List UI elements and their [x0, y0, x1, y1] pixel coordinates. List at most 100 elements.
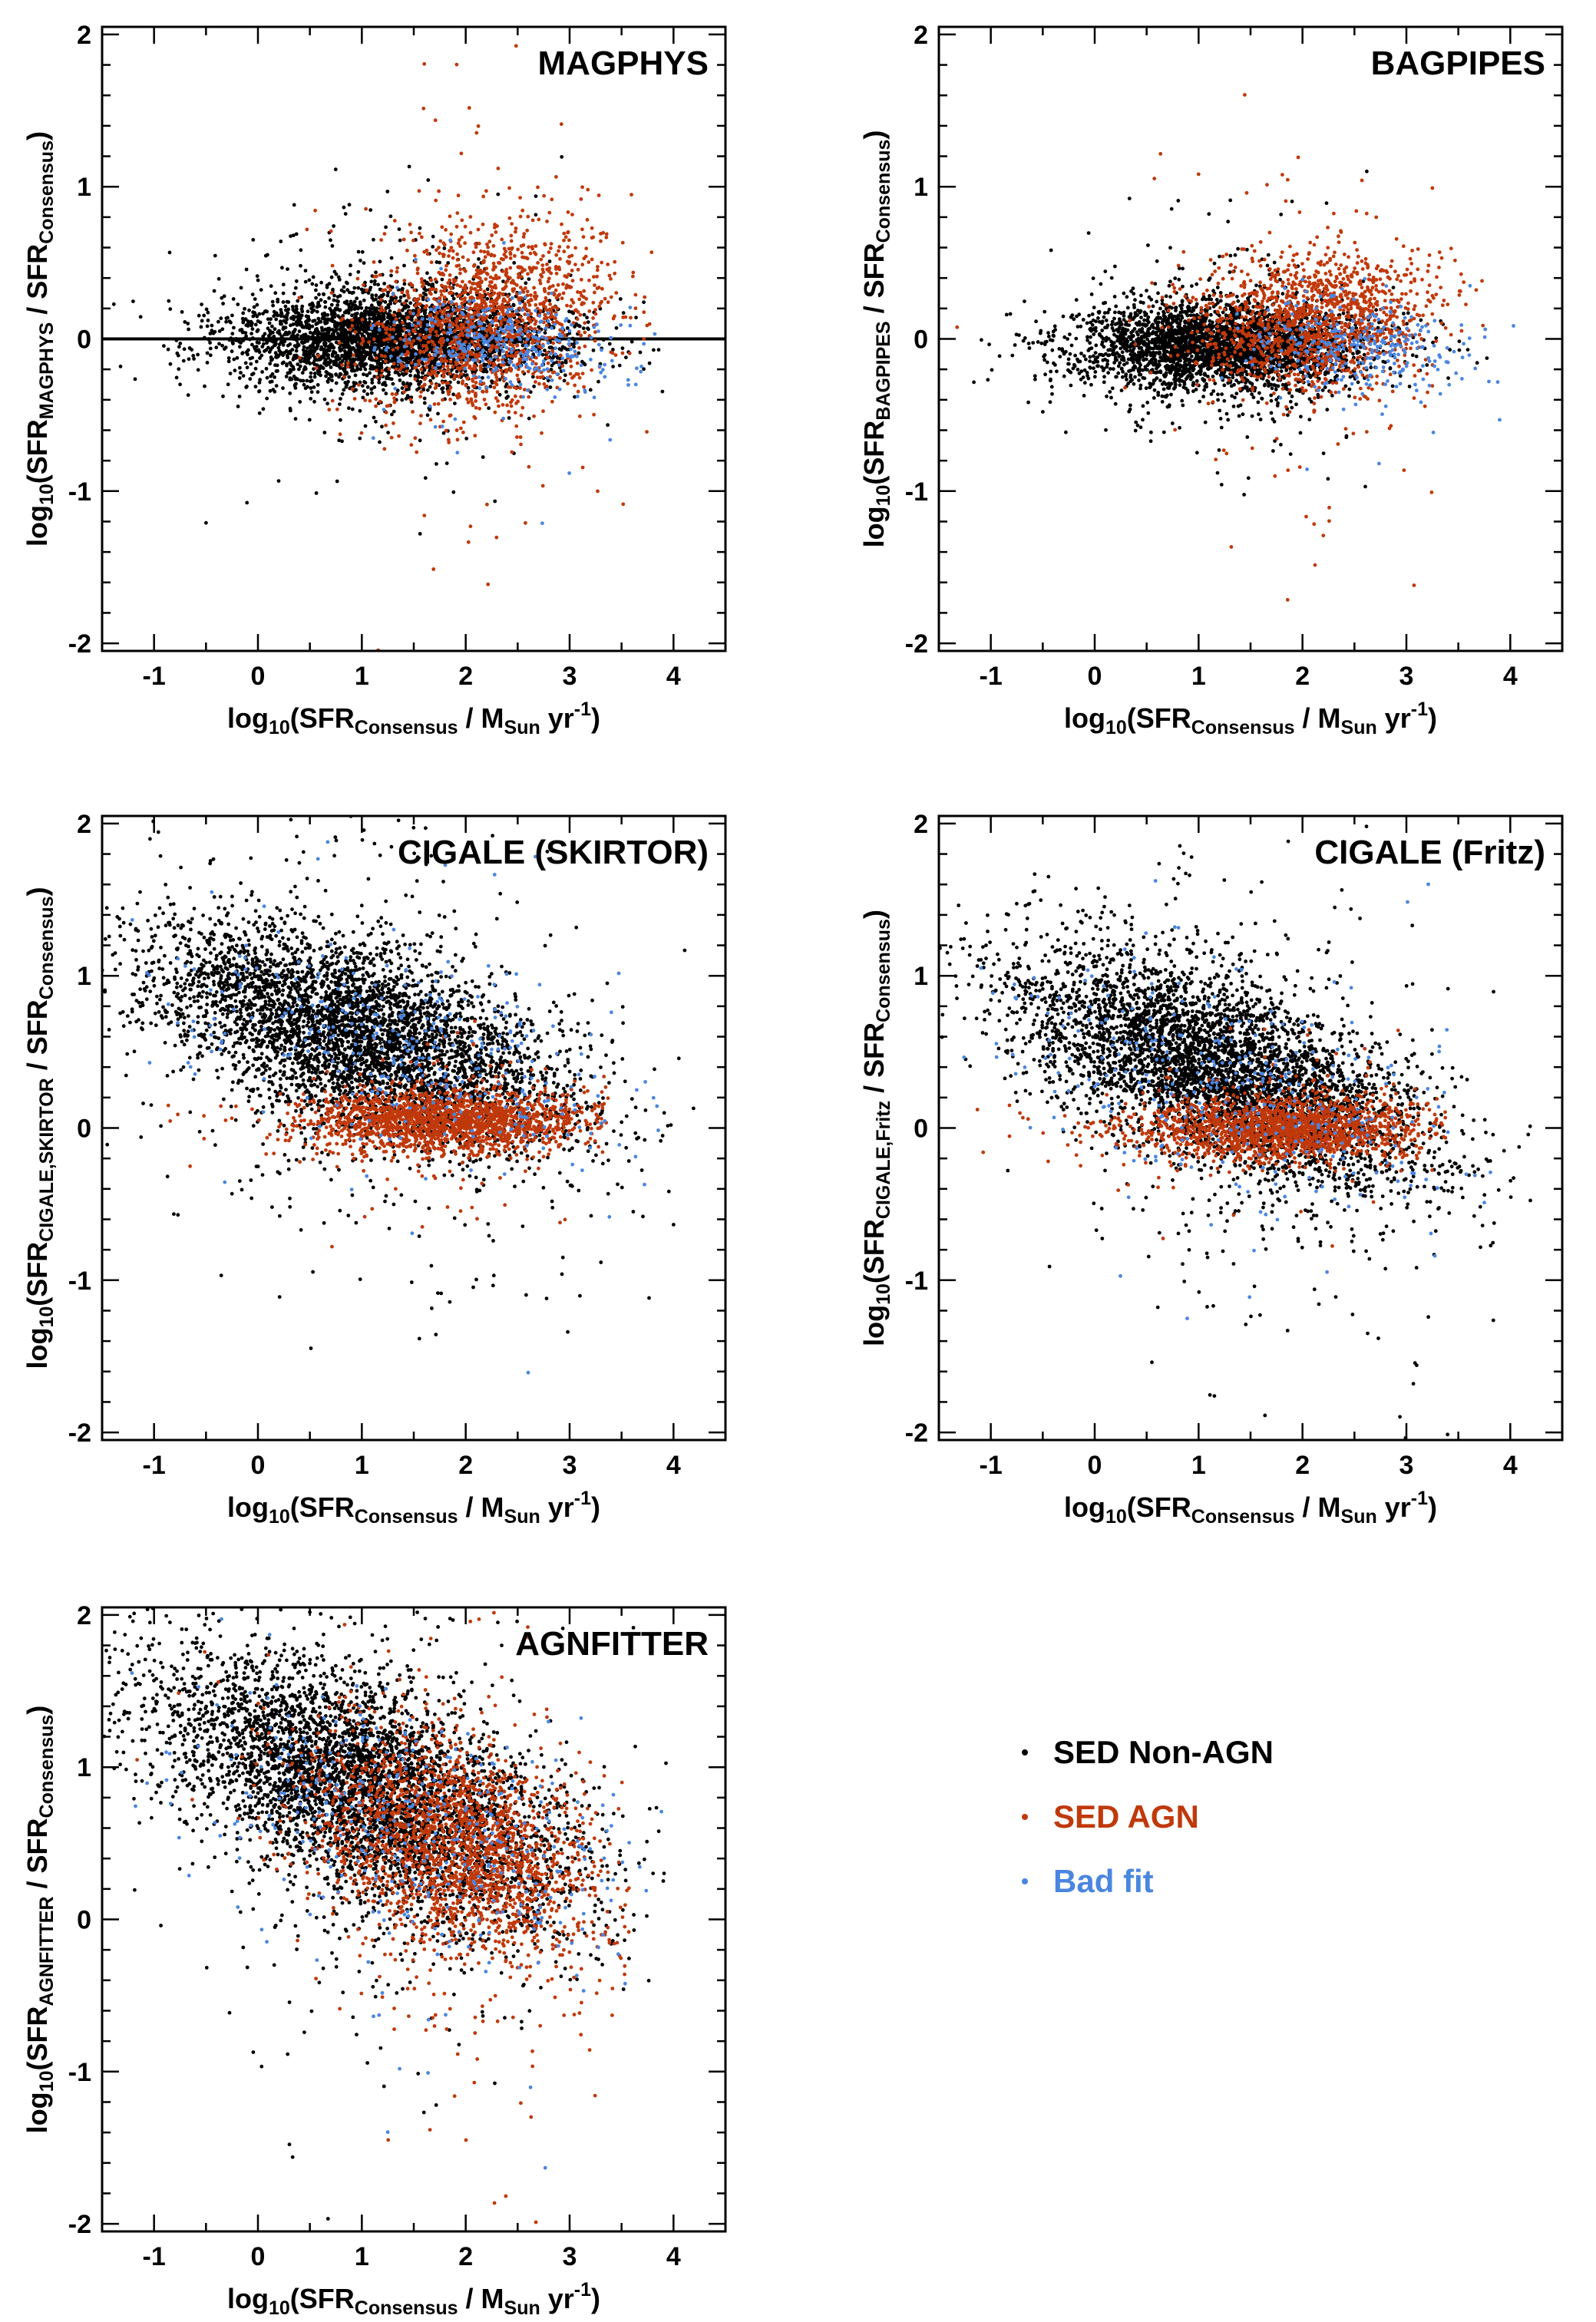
- data-point: [541, 409, 545, 414]
- data-point: [363, 398, 368, 402]
- data-point: [565, 352, 570, 357]
- data-point: [388, 288, 392, 292]
- data-point: [306, 346, 309, 350]
- data-point: [504, 350, 509, 355]
- data-point: [521, 235, 526, 239]
- data-point: [212, 289, 216, 293]
- data-point: [384, 331, 388, 335]
- data-point: [236, 302, 240, 306]
- data-point: [306, 353, 309, 357]
- data-point: [393, 335, 398, 339]
- data-point: [392, 409, 396, 414]
- data-point: [311, 275, 316, 279]
- data-point: [419, 329, 423, 334]
- data-point: [446, 281, 451, 285]
- data-point: [345, 288, 349, 292]
- data-point: [474, 395, 477, 398]
- data-point: [593, 290, 596, 295]
- data-point: [382, 232, 387, 236]
- data-point: [297, 355, 302, 360]
- data-point: [629, 339, 634, 344]
- data-point: [471, 389, 474, 394]
- data-point: [553, 288, 558, 292]
- data-point: [564, 286, 568, 290]
- data-point: [521, 357, 526, 362]
- data-point: [466, 385, 471, 390]
- data-point: [538, 375, 543, 380]
- data-point: [368, 355, 372, 360]
- data-point: [368, 288, 372, 292]
- data-point: [391, 335, 395, 339]
- data-point: [461, 291, 466, 296]
- data-point: [422, 61, 427, 66]
- data-point: [600, 299, 603, 304]
- data-point: [312, 375, 317, 379]
- data-point: [488, 357, 493, 362]
- data-point: [528, 251, 533, 256]
- data-point: [246, 348, 250, 352]
- data-point: [448, 372, 452, 376]
- data-point: [526, 316, 530, 321]
- data-point: [247, 308, 251, 312]
- data-point: [481, 309, 485, 312]
- data-point: [451, 349, 455, 353]
- data-point: [456, 241, 461, 246]
- data-point: [413, 362, 418, 367]
- data-point: [507, 361, 512, 365]
- data-point: [384, 225, 388, 230]
- data-point: [480, 279, 484, 283]
- data-point: [438, 302, 442, 306]
- data-point: [369, 303, 374, 308]
- data-point: [560, 325, 565, 330]
- data-point: [245, 500, 249, 505]
- data-point: [587, 278, 591, 282]
- data-point: [499, 256, 504, 261]
- data-point: [390, 392, 395, 396]
- data-point: [332, 224, 335, 228]
- data-point: [597, 304, 602, 309]
- data-point: [283, 339, 287, 344]
- data-point: [477, 271, 481, 275]
- data-point: [478, 287, 483, 292]
- data-point: [182, 347, 187, 352]
- data-point: [547, 259, 552, 263]
- data-point: [530, 218, 535, 223]
- data-point: [477, 257, 481, 261]
- data-point: [339, 372, 343, 376]
- data-point: [289, 335, 294, 339]
- data-point: [253, 366, 258, 371]
- data-point: [392, 219, 397, 223]
- data-point: [527, 366, 532, 371]
- data-point: [322, 347, 326, 352]
- data-point: [340, 359, 345, 363]
- data-point: [629, 193, 633, 197]
- data-point: [489, 253, 494, 257]
- data-point: [547, 210, 552, 215]
- data-point: [342, 345, 346, 350]
- data-point: [270, 357, 275, 362]
- data-point: [642, 300, 646, 305]
- data-point: [292, 315, 297, 319]
- data-point: [356, 348, 361, 352]
- data-point: [565, 303, 569, 308]
- data-point: [425, 252, 430, 256]
- data-point: [292, 203, 296, 207]
- data-point: [360, 249, 365, 254]
- data-point: [376, 313, 381, 317]
- data-point: [361, 395, 365, 400]
- data-point: [312, 330, 316, 335]
- data-point: [392, 399, 397, 404]
- data-point: [323, 334, 327, 339]
- data-point: [573, 246, 577, 250]
- data-point: [368, 306, 372, 310]
- data-point: [587, 260, 591, 264]
- data-point: [516, 377, 520, 381]
- data-point: [323, 305, 328, 309]
- data-point: [377, 328, 382, 332]
- data-point: [401, 320, 405, 325]
- data-point: [558, 256, 562, 261]
- data-point: [506, 301, 510, 305]
- data-point: [421, 335, 426, 339]
- data-point: [280, 335, 284, 340]
- data-point: [322, 341, 326, 345]
